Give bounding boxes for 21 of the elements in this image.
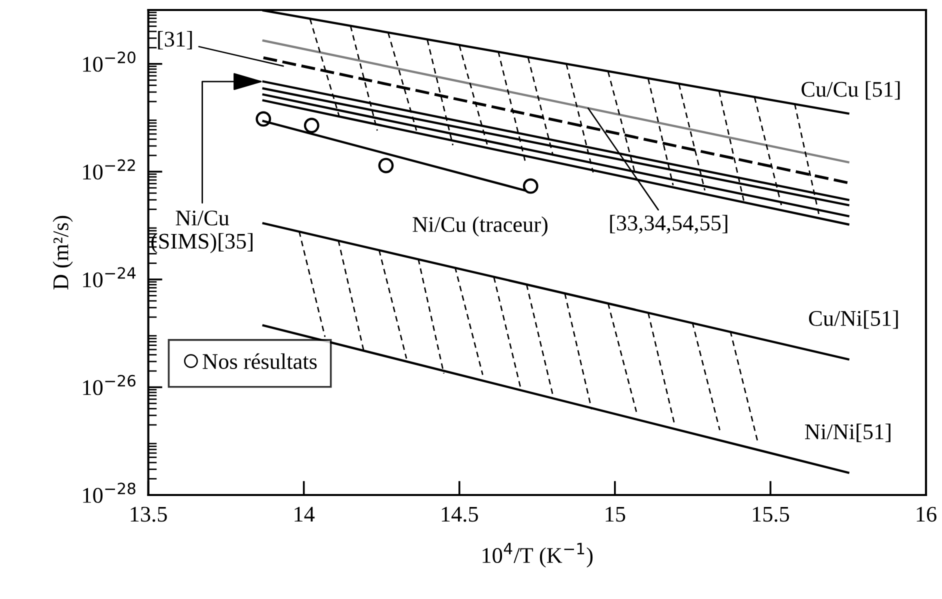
annotation: [33,34,54,55] <box>610 214 728 234</box>
annotation: Ni/Ni[51] <box>805 424 890 442</box>
annotation: [31] <box>158 31 192 50</box>
annotation: Ni/Cu (SIMS)[35] <box>151 210 252 254</box>
x-tick-label: 16 <box>916 506 936 522</box>
y-tick-label: 10$^{−22}$ <box>83 159 135 180</box>
x-tick-label: 14 <box>294 506 315 522</box>
y-axis-title: D (m²/s) <box>52 216 73 290</box>
legend-label: Nos résultats <box>202 353 317 370</box>
y-tick-label: 10$^{−20}$ <box>83 52 136 72</box>
y-tick-label: 10$^{−24}$ <box>83 267 136 288</box>
y-tick-label: 10$^{−26}$ <box>83 374 136 396</box>
x-tick-label: 14.5 <box>442 506 478 522</box>
x-axis-title: 10$^{4}$/T (K$^{−1}$) <box>482 542 593 568</box>
y-tick-label: 10$^{−28}$ <box>83 482 136 503</box>
annotation: Cu/Cu [51] <box>802 81 900 100</box>
annotation: Ni/Cu (traceur) <box>412 216 548 237</box>
x-tick-label: 13.5 <box>130 506 167 522</box>
x-tick-label: 15 <box>606 506 626 522</box>
annotation: Cu/Ni[51] <box>809 310 898 329</box>
x-tick-label: 15.5 <box>752 506 790 522</box>
